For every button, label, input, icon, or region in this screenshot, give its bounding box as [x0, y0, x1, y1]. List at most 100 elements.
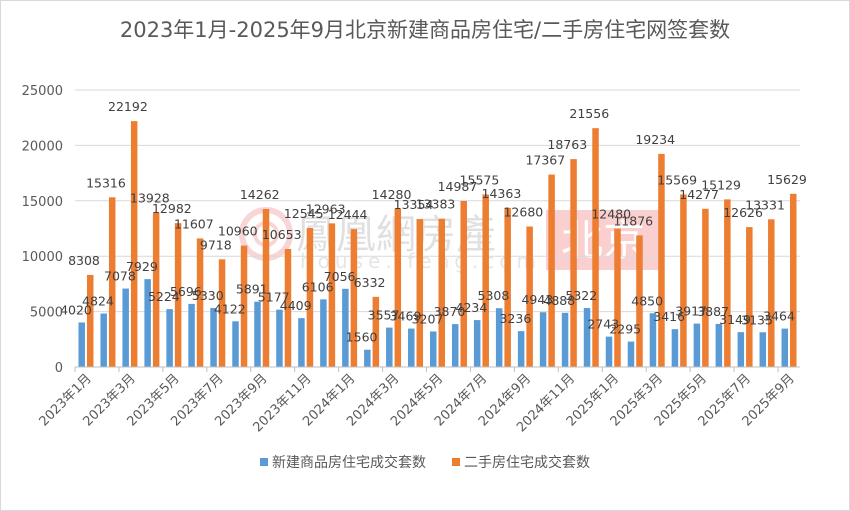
- bar-new-homes: [759, 332, 767, 367]
- bar-second-hand: [592, 128, 599, 367]
- data-label-new-homes: 7056: [324, 269, 356, 284]
- bar-new-homes: [298, 318, 305, 367]
- data-label-second-hand: 10653: [262, 227, 302, 242]
- bar-second-hand: [460, 200, 467, 367]
- bar-new-homes: [517, 331, 525, 367]
- bar-new-homes: [254, 301, 261, 367]
- legend-swatch-new-homes: [260, 458, 268, 466]
- data-label-new-homes: 4850: [631, 293, 663, 308]
- data-label-second-hand: 14987: [438, 179, 478, 194]
- data-label-second-hand: 21556: [569, 106, 609, 121]
- bar-new-homes: [737, 332, 745, 367]
- bar-second-hand: [328, 223, 336, 367]
- bar-new-homes: [364, 349, 371, 367]
- data-label-second-hand: 11607: [174, 216, 214, 231]
- bar-second-hand: [724, 199, 731, 367]
- bar-second-hand: [702, 208, 709, 367]
- bar-new-homes: [451, 324, 459, 367]
- bar-second-hand: [768, 219, 775, 367]
- data-label-second-hand: 12982: [152, 201, 192, 216]
- data-label-second-hand: 12680: [503, 205, 543, 220]
- data-label-second-hand: 9718: [200, 237, 232, 252]
- bar-second-hand: [372, 296, 380, 367]
- data-label-second-hand: 15575: [460, 172, 500, 187]
- data-label-new-homes: 3557: [368, 308, 400, 323]
- data-label-new-homes: 3207: [412, 311, 444, 326]
- data-label-second-hand: 15316: [86, 175, 126, 190]
- data-label-second-hand: 12963: [306, 201, 346, 216]
- bar-second-hand: [262, 208, 270, 367]
- data-label-second-hand: 13331: [745, 197, 785, 212]
- bar-second-hand: [680, 194, 687, 367]
- bar-new-homes: [473, 320, 481, 367]
- bar-new-homes: [605, 336, 613, 367]
- data-label-second-hand: 12480: [591, 207, 631, 222]
- data-label-new-homes: 4943: [521, 292, 553, 307]
- data-label-new-homes: 5322: [565, 288, 597, 303]
- bar-second-hand: [614, 228, 621, 367]
- bar-new-homes: [100, 313, 107, 367]
- data-label-second-hand: 15629: [767, 172, 807, 187]
- data-label-new-homes: 5177: [258, 290, 290, 305]
- data-label-second-hand: 14262: [240, 187, 280, 202]
- legend-label-new-homes: 新建商品房住宅成交套数: [272, 455, 426, 471]
- data-label-new-homes: 4409: [280, 298, 312, 313]
- bar-second-hand: [482, 194, 489, 367]
- bar-second-hand: [86, 274, 94, 367]
- data-label-new-homes: 4824: [82, 294, 114, 309]
- bar-second-hand: [196, 238, 204, 367]
- y-tick-label: 5000: [30, 306, 63, 321]
- bar-new-homes: [166, 309, 173, 367]
- data-label-second-hand: 15129: [701, 177, 741, 192]
- bar-second-hand: [746, 227, 753, 367]
- data-label-new-homes: 4020: [60, 302, 92, 317]
- bar-new-homes: [693, 323, 701, 367]
- legend-label-second-hand: 二手房住宅成交套数: [464, 455, 590, 471]
- data-label-new-homes: 2743: [587, 317, 619, 332]
- bar-second-hand: [152, 212, 160, 367]
- data-label-new-homes: 4888: [543, 293, 575, 308]
- y-tick-label: 0: [55, 361, 63, 376]
- data-label-new-homes: 5308: [478, 288, 510, 303]
- bar-new-homes: [188, 303, 195, 367]
- bar-new-homes: [583, 308, 591, 367]
- legend-swatch-second-hand: [452, 458, 460, 466]
- data-label-second-hand: 12545: [284, 206, 324, 221]
- data-label-second-hand: 22192: [108, 99, 148, 114]
- data-label-second-hand: 11876: [613, 213, 653, 228]
- data-label-new-homes: 3917: [675, 304, 707, 319]
- bar-second-hand: [504, 207, 511, 367]
- data-label-new-homes: 1560: [346, 330, 378, 345]
- bar-new-homes: [386, 327, 393, 367]
- data-label-new-homes: 5891: [236, 282, 268, 297]
- legend-item-second-hand: 二手房住宅成交套数: [452, 452, 590, 472]
- bar-second-hand: [394, 208, 402, 367]
- bar-new-homes: [561, 312, 569, 367]
- data-label-new-homes: 3870: [434, 304, 466, 319]
- data-label-new-homes: 5224: [148, 289, 180, 304]
- data-label-second-hand: 19234: [635, 132, 675, 147]
- bar-new-homes: [276, 309, 283, 367]
- data-label-second-hand: 12626: [723, 205, 763, 220]
- bar-new-homes: [627, 341, 635, 367]
- bar-second-hand: [240, 245, 248, 367]
- data-label-second-hand: 13383: [416, 197, 456, 212]
- bar-new-homes: [122, 288, 129, 367]
- data-label-new-homes: 3469: [390, 309, 422, 324]
- data-label-new-homes: 3416: [653, 309, 685, 324]
- y-tick-label: 15000: [22, 195, 63, 210]
- data-label-second-hand: 10960: [218, 224, 258, 239]
- bar-new-homes: [342, 288, 349, 367]
- data-label-new-homes: 4122: [214, 301, 246, 316]
- y-tick-label: 10000: [22, 250, 63, 265]
- bar-new-homes: [408, 328, 415, 367]
- data-label-new-homes: 6106: [302, 279, 334, 294]
- data-label-second-hand: 13928: [130, 191, 170, 206]
- bar-new-homes: [781, 328, 789, 367]
- bar-new-homes: [715, 323, 723, 367]
- bar-second-hand: [306, 228, 314, 367]
- data-label-second-hand: 14277: [679, 187, 719, 202]
- chart-title: 2023年1月-2025年9月北京新建商品房住宅/二手房住宅网签套数: [119, 18, 731, 42]
- data-label-new-homes: 5696: [170, 284, 202, 299]
